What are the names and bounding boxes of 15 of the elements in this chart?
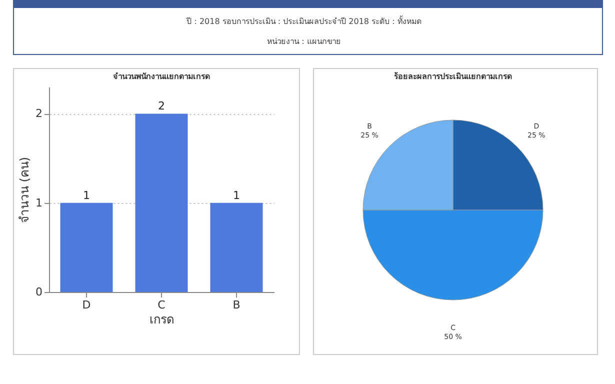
y-axis-title: จำนวน (คน)	[18, 156, 32, 224]
data-label: 1	[83, 188, 90, 202]
chart-title: ร้อยละผลการประเมินแยกตามเกรด	[394, 71, 512, 81]
data-label: 1	[233, 188, 240, 202]
data-label: 2	[158, 100, 165, 113]
x-axis-title: เกรด	[150, 312, 174, 326]
text: ปี : 2018 รอบการประเมิน : ประเมินผลประจำปี 2018 ระดับ : ทั้งหมด	[186, 15, 422, 26]
y-tick-label: 2	[36, 107, 42, 120]
x-tick-label: D	[82, 298, 91, 312]
y-tick-label: 1	[36, 196, 42, 210]
y-tick-label: 0	[36, 286, 42, 298]
chart-title: จำนวนพนักงานแยกตามเกรด	[113, 72, 210, 81]
x-tick-label: B	[232, 298, 240, 312]
text: หน่วยงาน : แผนกขาย	[267, 37, 341, 46]
x-tick-label: C	[158, 298, 166, 312]
